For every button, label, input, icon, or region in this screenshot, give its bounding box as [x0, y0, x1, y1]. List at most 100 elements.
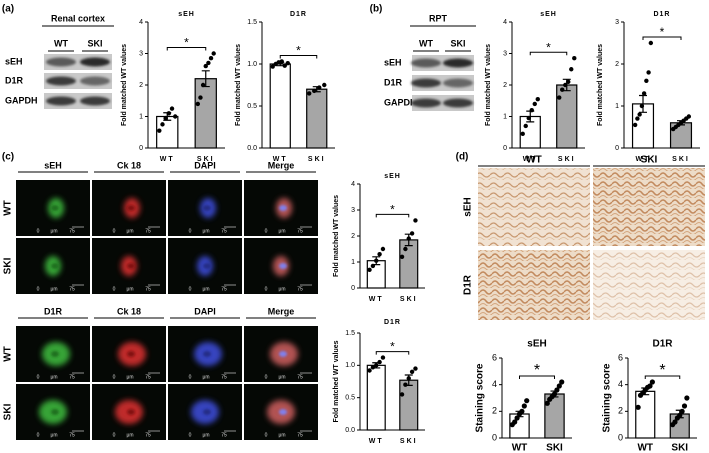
y-tick-label: 4: [492, 379, 497, 389]
image-column-label: DAPI: [194, 306, 216, 316]
data-point: [208, 56, 214, 61]
significance-bracket: [529, 51, 568, 56]
data-point: [635, 116, 640, 121]
y-tick-label: 3: [615, 19, 619, 26]
data-point: [535, 96, 540, 102]
y-tick-label: 2: [139, 82, 143, 89]
scale-bar-label: 0: [37, 374, 40, 380]
blot-row-label: sEH: [5, 56, 23, 66]
cell-core: [279, 205, 287, 211]
data-point: [403, 382, 408, 387]
cell-core: [127, 409, 135, 415]
scale-bar-label: μm: [50, 286, 57, 292]
panel-label: (b): [370, 4, 383, 15]
blot-column-label: WT: [419, 38, 433, 48]
data-point: [532, 101, 537, 107]
scale-bar-label: 0: [37, 432, 40, 438]
significance-bracket: [519, 375, 555, 379]
bar: [399, 239, 419, 289]
blot-title: Renal cortex: [51, 13, 105, 23]
y-tick-label: 0.0: [247, 145, 257, 152]
chart-title: sEH: [178, 11, 195, 18]
blot-band: [411, 78, 441, 88]
data-point: [172, 114, 178, 119]
x-tick-label: WT: [637, 443, 653, 453]
error-bar: [639, 94, 647, 113]
x-tick-label: SKI: [671, 443, 688, 453]
scale-bar-label: 75: [297, 374, 303, 380]
data-point: [307, 91, 312, 96]
significance-label: *: [390, 203, 395, 217]
y-axis-label: Fold matched WT values: [121, 44, 128, 126]
data-point: [635, 404, 641, 410]
blot-row-label: sEH: [384, 57, 402, 67]
y-axis-label: Fold matched WT values: [485, 44, 492, 126]
data-point: [529, 108, 534, 113]
histology-image: [478, 168, 590, 246]
scale-bar-label: μm: [278, 374, 285, 380]
scale-bar-label: 0: [265, 228, 268, 234]
scale-bar-label: 75: [297, 228, 303, 234]
bar: [306, 88, 328, 149]
y-tick-label: 2: [503, 82, 507, 89]
y-tick-label: 1: [139, 113, 143, 120]
chart-title: D1R: [653, 11, 670, 18]
image-column-label: Ck 18: [117, 160, 141, 170]
chart-title: sEH: [384, 173, 401, 180]
chart-title: sEH: [540, 11, 557, 18]
data-point: [403, 246, 408, 252]
scale-bar-label: μm: [126, 228, 133, 234]
cell-core: [51, 263, 59, 269]
data-point: [556, 383, 562, 389]
x-tick-label: WT: [160, 156, 175, 163]
data-point: [563, 82, 568, 88]
data-point: [519, 408, 525, 414]
scale-bar-label: 75: [145, 374, 151, 380]
cell-core: [279, 409, 287, 415]
data-point: [544, 400, 550, 406]
cell-core: [127, 351, 135, 357]
x-tick-label: WT: [369, 438, 384, 445]
data-point: [279, 59, 284, 64]
blot-band: [46, 76, 76, 86]
scale-bar-label: μm: [202, 432, 209, 438]
y-tick-label: 3: [351, 207, 355, 214]
y-axis-label: Fold matched WT values: [597, 44, 604, 126]
image-column-label: Ck 18: [117, 306, 141, 316]
x-tick-label: SKI: [558, 156, 576, 163]
blot-title: RPT: [429, 13, 448, 23]
data-point: [160, 122, 165, 127]
bar: [556, 84, 578, 149]
data-point: [195, 101, 201, 107]
scale-bar-label: 0: [113, 374, 116, 380]
y-tick-label: 4: [618, 379, 623, 389]
cell-core: [203, 351, 211, 357]
data-point: [554, 387, 560, 393]
histology-row-label: D1R: [463, 274, 474, 295]
data-point: [512, 419, 518, 425]
y-tick-label: 0: [503, 145, 507, 152]
scale-bar-label: 75: [221, 374, 227, 380]
data-point: [566, 79, 571, 85]
data-point: [526, 115, 531, 121]
cell-core: [203, 409, 211, 415]
scale-bar-label: μm: [50, 374, 57, 380]
data-point: [406, 236, 411, 241]
image-column-label: Merge: [268, 160, 295, 170]
y-tick-label: 1: [615, 103, 619, 110]
significance-label: *: [296, 44, 301, 58]
data-point: [679, 408, 685, 414]
scale-bar-label: 0: [189, 228, 192, 234]
data-point: [317, 85, 322, 90]
y-tick-label: 0: [351, 285, 355, 292]
scale-bar-label: 0: [113, 286, 116, 292]
scale-bar-label: 75: [69, 228, 75, 234]
significance-label: *: [660, 25, 665, 39]
cell-core: [279, 263, 287, 269]
panel-label: (a): [2, 4, 14, 15]
blot-band: [80, 76, 110, 86]
bar: [635, 390, 656, 439]
y-tick-label: 0.5: [345, 395, 355, 402]
y-tick-label: 3: [503, 50, 507, 57]
scale-bar-label: 0: [189, 432, 192, 438]
